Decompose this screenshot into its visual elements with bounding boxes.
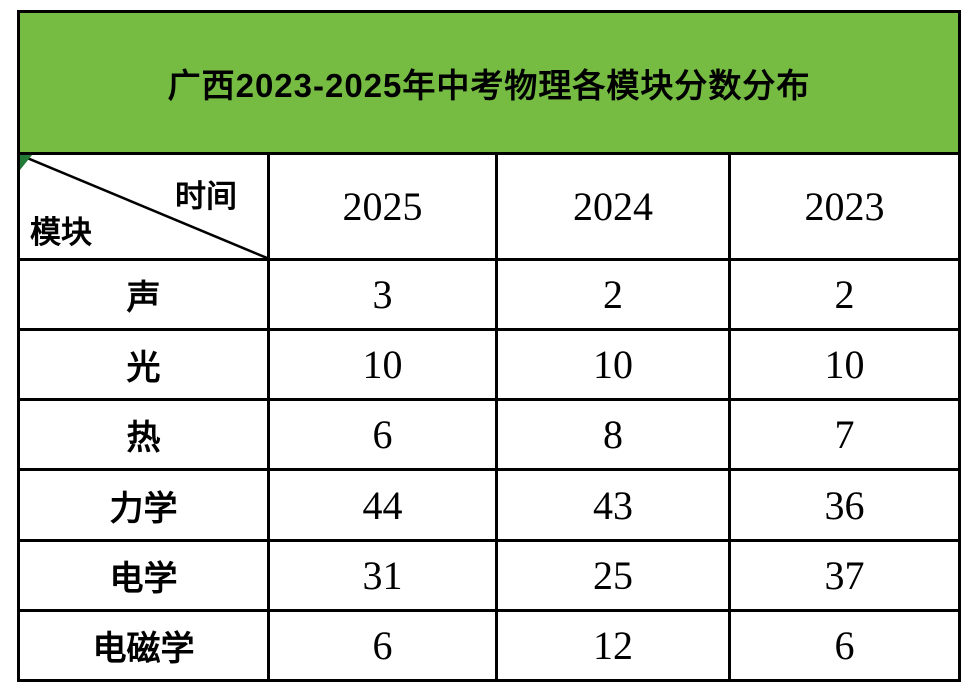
score-cell: 6 [267,398,498,472]
title-row: 广西2023-2025年中考物理各模块分数分布 [16,10,962,155]
score-cell: 12 [495,608,731,683]
score-cell: 25 [495,538,731,612]
row-label: 力学 [17,468,270,542]
corner-label-time: 时间 [175,179,237,214]
score-cell: 2 [495,257,731,332]
row-label: 声 [17,257,270,332]
table-row-electricity: 电学 31 25 37 [17,538,962,612]
row-label: 电学 [17,538,270,612]
score-table: 广西2023-2025年中考物理各模块分数分布 时间 模块 2025 2024 … [16,10,962,683]
column-header-2023: 2023 [727,152,962,261]
score-cell: 6 [267,608,498,683]
diagonal-header-cell: 时间 模块 [17,152,270,261]
diagonal-line [20,155,267,258]
column-header-2024: 2024 [495,152,731,261]
row-label: 热 [17,398,270,472]
table-title: 广西2023-2025年中考物理各模块分数分布 [16,10,962,155]
score-cell: 37 [727,538,962,612]
table-row-heat: 热 6 8 7 [17,398,962,472]
column-header-2025: 2025 [267,152,498,261]
score-cell: 3 [267,257,498,332]
score-cell: 7 [727,398,962,472]
score-cell: 8 [495,398,731,472]
table-row-electromagnetism: 电磁学 6 12 6 [17,608,962,683]
score-cell: 10 [727,328,962,402]
row-label: 电磁学 [17,608,270,683]
header-row: 时间 模块 2025 2024 2023 [17,152,962,261]
score-cell: 36 [727,468,962,542]
score-cell: 44 [267,468,498,542]
table-row-mechanics: 力学 44 43 36 [17,468,962,542]
corner-label-module: 模块 [30,215,92,250]
score-cell: 31 [267,538,498,612]
score-cell: 2 [727,257,962,332]
table-row-sound: 声 3 2 2 [17,257,962,332]
corner-triangle-icon [21,156,32,170]
score-cell: 43 [495,468,731,542]
row-label: 光 [17,328,270,402]
score-cell: 10 [495,328,731,402]
score-cell: 10 [267,328,498,402]
table-row-light: 光 10 10 10 [17,328,962,402]
score-cell: 6 [727,608,962,683]
